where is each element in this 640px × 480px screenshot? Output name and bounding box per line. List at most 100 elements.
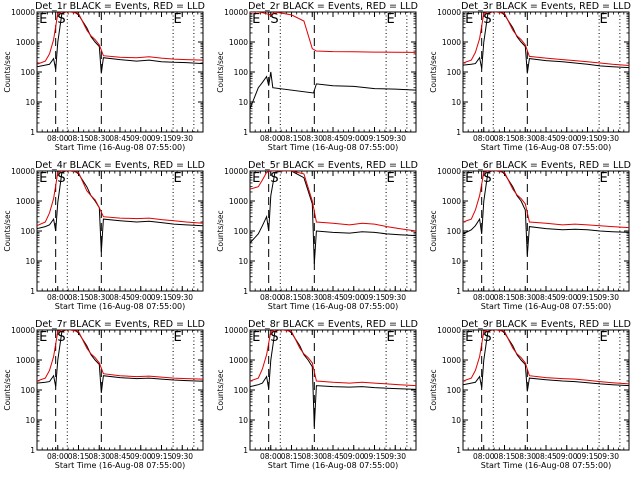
x-tick-label: 08:15	[68, 452, 90, 461]
x-tick-label: 09:15	[151, 134, 173, 143]
lld-series-line	[37, 12, 203, 65]
x-tick-label: 09:15	[577, 293, 599, 302]
x-tick-label: 09:15	[577, 452, 599, 461]
panel-2: Det_2r BLACK = Events, RED = LLD 1 10 100 10…	[216, 1, 418, 152]
y-tick-label: 100	[21, 68, 36, 77]
y-tick-label: 1000	[442, 38, 461, 47]
x-tick-label: 08:15	[494, 452, 516, 461]
x-tick-label: 09:00	[130, 134, 152, 143]
y-axis-label: Counts/sec	[3, 210, 12, 251]
events-series-line	[250, 171, 416, 264]
x-tick-label: 08:45	[109, 293, 131, 302]
x-tick-label: 09:00	[130, 293, 152, 302]
x-tick-label: 08:00	[47, 452, 69, 461]
y-tick-label: 1	[30, 287, 35, 296]
y-tick-label: 10000	[224, 167, 248, 176]
x-tick-label: 08:45	[109, 452, 131, 461]
x-tick-label: 08:45	[109, 134, 131, 143]
x-tick-label: 09:15	[577, 134, 599, 143]
y-tick-label: 1000	[16, 38, 35, 47]
y-tick-label: 10	[451, 416, 461, 425]
x-tick-label: 08:45	[322, 134, 344, 143]
x-tick-label: 08:00	[47, 293, 69, 302]
x-tick-label: 09:30	[384, 293, 406, 302]
y-tick-label: 10	[25, 98, 35, 107]
x-tick-label: 09:30	[171, 293, 193, 302]
x-tick-label: 08:30	[301, 134, 323, 143]
x-tick-label: 08:30	[88, 134, 110, 143]
panel-1: Det_1r BLACK = Events, RED = LLD 1 10 100 10…	[3, 1, 205, 152]
marker-label: E	[465, 171, 473, 186]
panel-9: Det_9r BLACK = Events, RED = LLD 1 10 100 10…	[429, 319, 631, 470]
y-tick-label: 100	[447, 68, 462, 77]
plot-frame	[249, 11, 417, 133]
x-tick-label: 08:15	[494, 293, 516, 302]
y-tick-label: 1000	[229, 38, 248, 47]
plot-frame	[249, 170, 417, 292]
y-tick-label: 10000	[224, 326, 248, 335]
y-tick-label: 100	[234, 386, 249, 395]
plot-frame	[462, 11, 630, 133]
y-tick-label: 10	[451, 98, 461, 107]
panel-7: Det_7r BLACK = Events, RED = LLD 1 10 100 10…	[3, 319, 205, 470]
marker-label: E	[39, 330, 47, 345]
y-tick-label: 10000	[11, 326, 35, 335]
y-axis-label: Counts/sec	[3, 51, 12, 92]
marker-label: E	[600, 12, 608, 27]
panel-title: Det_3r BLACK = Events, RED = LLD	[461, 1, 631, 12]
x-axis-label: Start Time (16-Aug-08 07:55:00)	[268, 461, 399, 470]
x-axis-label: Start Time (16-Aug-08 07:55:00)	[481, 302, 612, 311]
lld-series-line	[37, 330, 203, 382]
y-tick-label: 1	[243, 128, 248, 137]
x-tick-label: 08:00	[260, 134, 282, 143]
x-tick-label: 08:30	[514, 134, 536, 143]
y-tick-label: 1	[30, 446, 35, 455]
y-axis-label: Counts/sec	[216, 210, 225, 251]
y-tick-label: 100	[21, 227, 36, 236]
x-tick-label: 09:15	[364, 293, 386, 302]
marker-label: E	[600, 330, 608, 345]
x-tick-label: 08:45	[535, 134, 557, 143]
y-tick-label: 1	[30, 128, 35, 137]
x-tick-label: 09:15	[151, 452, 173, 461]
x-tick-label: 08:30	[301, 293, 323, 302]
panel-4: Det_4r BLACK = Events, RED = LLD 1 10 100 10…	[3, 160, 205, 311]
x-tick-label: 08:15	[281, 452, 303, 461]
y-tick-label: 10	[238, 98, 248, 107]
x-tick-label: 08:30	[514, 293, 536, 302]
marker-label: E	[387, 12, 395, 27]
marker-label: E	[252, 330, 260, 345]
x-tick-label: 08:30	[301, 452, 323, 461]
plot-frame	[36, 170, 204, 292]
panel-title: Det_5r BLACK = Events, RED = LLD	[248, 160, 418, 171]
y-tick-label: 1000	[442, 197, 461, 206]
x-tick-label: 09:15	[151, 293, 173, 302]
x-tick-label: 08:45	[322, 293, 344, 302]
y-axis-label: Counts/sec	[429, 210, 438, 251]
x-tick-label: 08:15	[281, 293, 303, 302]
y-tick-label: 1	[456, 287, 461, 296]
x-tick-label: 08:00	[260, 452, 282, 461]
x-tick-label: 09:30	[171, 134, 193, 143]
y-tick-label: 10000	[437, 167, 461, 176]
x-tick-label: 09:00	[556, 452, 578, 461]
y-tick-label: 10	[25, 257, 35, 266]
y-tick-label: 10	[238, 416, 248, 425]
x-axis-label: Start Time (16-Aug-08 07:55:00)	[268, 302, 399, 311]
panel-8: Det_8r BLACK = Events, RED = LLD 1 10 100 10…	[216, 319, 418, 470]
y-axis-label: Counts/sec	[429, 51, 438, 92]
marker-label: E	[39, 171, 47, 186]
y-tick-label: 10000	[11, 8, 35, 17]
x-axis-label: Start Time (16-Aug-08 07:55:00)	[268, 143, 399, 152]
plot-frame	[249, 329, 417, 451]
marker-label: S	[270, 12, 278, 27]
x-tick-label: 09:15	[364, 452, 386, 461]
panel-title: Det_4r BLACK = Events, RED = LLD	[35, 160, 205, 171]
marker-label: E	[174, 330, 182, 345]
marker-label: E	[174, 171, 182, 186]
x-axis-label: Start Time (16-Aug-08 07:55:00)	[55, 143, 186, 152]
x-tick-label: 09:30	[171, 452, 193, 461]
y-tick-label: 1000	[229, 197, 248, 206]
panel-title: Det_2r BLACK = Events, RED = LLD	[248, 1, 418, 12]
y-axis-label: Counts/sec	[216, 51, 225, 92]
